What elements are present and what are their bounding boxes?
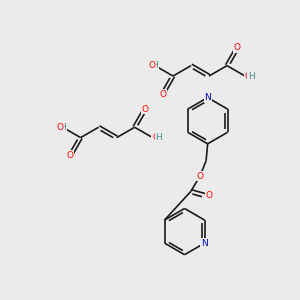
Text: H: H: [248, 71, 255, 80]
Text: N: N: [201, 238, 208, 247]
Text: O: O: [148, 61, 155, 70]
Text: H: H: [59, 123, 66, 132]
Text: O: O: [152, 133, 159, 142]
Text: O: O: [244, 71, 252, 80]
Text: H: H: [152, 61, 158, 70]
Text: O: O: [56, 123, 63, 132]
Text: O: O: [67, 151, 74, 160]
Text: O: O: [206, 191, 213, 200]
Text: O: O: [196, 172, 203, 181]
Text: O: O: [142, 105, 148, 114]
Text: N: N: [204, 93, 211, 102]
Text: H: H: [155, 133, 162, 142]
Text: O: O: [234, 43, 241, 52]
Text: O: O: [159, 89, 166, 98]
